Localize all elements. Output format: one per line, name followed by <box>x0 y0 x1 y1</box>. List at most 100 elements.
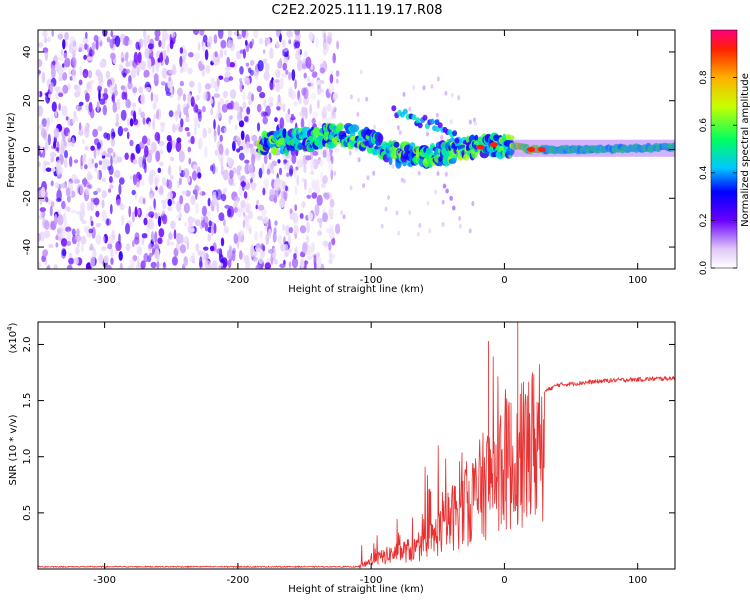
noise-blob <box>201 105 206 113</box>
noise-blob <box>94 162 98 169</box>
noise-blob <box>159 161 164 166</box>
noise-blob <box>146 137 151 146</box>
noise-blob <box>115 121 120 127</box>
noise-blob <box>183 202 190 214</box>
peak-spot <box>527 147 536 152</box>
noise-blob <box>304 178 307 191</box>
noise-blob <box>288 72 292 81</box>
y-tick-label: -40 <box>22 239 33 255</box>
noise-blob <box>205 64 211 74</box>
noise-blob <box>187 67 193 75</box>
faint-blob <box>426 200 430 206</box>
noise-blob <box>151 247 155 255</box>
noise-blob <box>51 167 56 172</box>
x-tick-label: -100 <box>360 575 383 586</box>
noise-blob <box>326 155 331 163</box>
noise-blob <box>303 72 307 79</box>
noise-blob <box>203 246 209 251</box>
faint-blob <box>468 119 472 125</box>
colorbar-gradient <box>710 29 738 269</box>
noise-blob <box>311 71 318 78</box>
noise-blob <box>224 49 227 56</box>
y-tick-label: 40 <box>22 46 33 59</box>
noise-blob <box>50 180 54 187</box>
streak-blob <box>452 205 456 211</box>
noise-blob <box>64 31 69 41</box>
noise-blob <box>288 226 294 234</box>
y-tick-label: -20 <box>22 190 33 206</box>
noise-blob <box>160 124 165 132</box>
noise-blob <box>107 166 112 171</box>
noise-blob <box>223 77 230 83</box>
noise-blob <box>197 42 201 51</box>
noise-blob <box>220 237 225 247</box>
noise-blob <box>153 198 156 209</box>
noise-blob <box>202 91 208 101</box>
x-tick-label: -200 <box>227 275 250 286</box>
faint-blob <box>422 85 426 91</box>
noise-blob <box>112 86 115 93</box>
noise-blob <box>255 264 261 269</box>
noise-blob <box>256 122 261 132</box>
noise-blob <box>296 174 300 186</box>
faint-blob <box>430 83 434 89</box>
noise-blob <box>242 77 248 82</box>
noise-blob <box>53 140 57 149</box>
noise-blob <box>322 106 327 115</box>
noise-blob <box>207 127 212 135</box>
noise-blob <box>219 49 224 59</box>
noise-blob <box>75 234 82 242</box>
spectrogram-xlabel: Height of straight line (km) <box>288 284 424 295</box>
noise-blob <box>229 89 237 99</box>
noise-blob <box>82 36 89 44</box>
noise-blob <box>41 255 46 263</box>
noise-blob <box>220 39 227 49</box>
noise-blob <box>155 61 160 73</box>
noise-blob <box>238 152 245 161</box>
noise-blob <box>143 30 147 39</box>
noise-blob <box>51 101 57 112</box>
noise-blob <box>172 139 176 150</box>
noise-blob <box>170 175 174 180</box>
noise-blob <box>57 56 64 61</box>
noise-blob <box>162 201 167 210</box>
faint-blob <box>357 157 361 163</box>
noise-blob <box>298 96 302 105</box>
noise-blob <box>241 30 246 38</box>
noise-blob <box>69 36 76 45</box>
noise-blob <box>43 230 50 239</box>
noise-blob <box>64 57 71 68</box>
noise-blob <box>82 138 85 145</box>
noise-blob <box>112 101 118 113</box>
noise-blob <box>154 174 161 185</box>
noise-blob <box>294 79 297 90</box>
noise-blob <box>143 252 149 263</box>
noise-blob <box>213 119 216 130</box>
x-tick-label: 100 <box>628 575 647 586</box>
noise-blob <box>278 167 283 176</box>
noise-blob <box>109 84 113 94</box>
noise-blob <box>72 49 76 58</box>
noise-blob <box>294 204 298 212</box>
noise-blob <box>193 52 200 61</box>
noise-blob <box>302 242 308 254</box>
noise-blob <box>145 86 151 92</box>
noise-blob <box>125 68 131 74</box>
noise-blob <box>254 231 258 243</box>
noise-blob <box>246 106 251 115</box>
noise-blob <box>98 160 103 166</box>
noise-blob <box>245 224 252 231</box>
noise-blob <box>303 163 307 174</box>
noise-blob <box>54 109 58 118</box>
noise-blob <box>57 33 64 40</box>
noise-blob <box>186 131 191 137</box>
noise-blob <box>95 39 99 51</box>
noise-blob <box>159 149 164 155</box>
noise-blob <box>93 147 97 159</box>
noise-blob <box>280 73 288 78</box>
noise-blob <box>45 139 49 150</box>
noise-blob <box>164 32 170 38</box>
noise-blob <box>214 51 218 58</box>
noise-blob <box>84 145 89 151</box>
noise-blob <box>119 203 125 211</box>
